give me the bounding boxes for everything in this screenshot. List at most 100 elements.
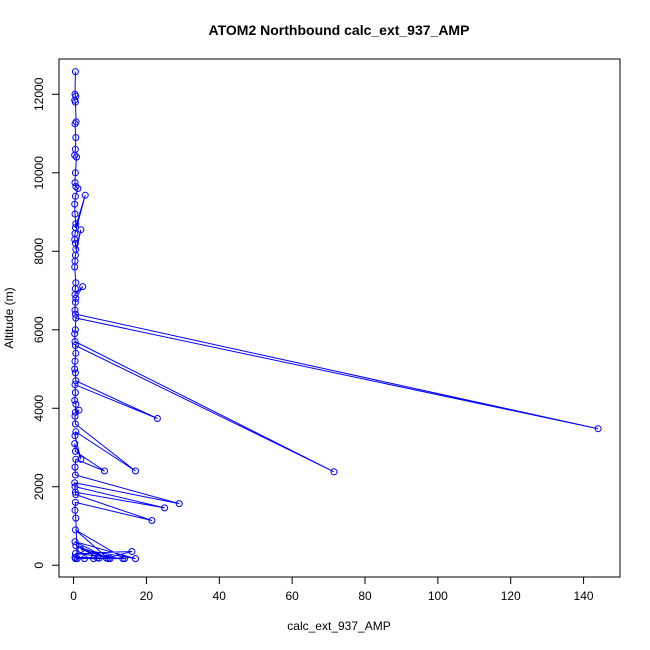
data-point xyxy=(71,98,79,106)
data-point xyxy=(72,455,80,463)
data-point xyxy=(77,455,85,463)
data-point xyxy=(71,179,79,187)
y-axis: 0 2000 4000 6000 8000 10000 12000 xyxy=(32,77,60,569)
x-tick-label: 120 xyxy=(501,589,521,603)
series-points xyxy=(71,68,602,563)
data-point xyxy=(101,467,108,475)
data-point xyxy=(71,447,79,455)
data-point xyxy=(161,504,169,512)
data-point xyxy=(71,506,79,514)
x-axis: 0 20 40 60 80 100 120 140 xyxy=(70,576,594,603)
series-line xyxy=(74,71,599,560)
data-point xyxy=(74,185,82,192)
y-tick-label: 2000 xyxy=(32,473,46,500)
data-point xyxy=(71,306,79,314)
data-point xyxy=(73,153,80,161)
data-point xyxy=(175,500,183,508)
y-tick-label: 12000 xyxy=(32,77,46,111)
data-point xyxy=(72,220,80,228)
data-point xyxy=(71,479,79,487)
data-point xyxy=(75,406,83,414)
data-point xyxy=(71,420,79,428)
data-point xyxy=(119,555,127,563)
data-point xyxy=(71,330,79,338)
x-tick-label: 80 xyxy=(358,589,372,603)
data-point xyxy=(79,283,87,291)
data-point xyxy=(81,555,88,563)
data-point xyxy=(71,291,79,298)
data-point xyxy=(71,526,79,534)
data-point xyxy=(71,151,79,159)
chart-title: ATOM2 Northbound calc_ext_937_AMP xyxy=(209,22,470,38)
data-point xyxy=(132,555,139,563)
data-point xyxy=(71,440,79,448)
data-point xyxy=(71,412,79,420)
data-point xyxy=(71,432,79,440)
y-tick-label: 10000 xyxy=(32,156,46,190)
data-point xyxy=(72,428,80,436)
y-tick-label: 8000 xyxy=(32,238,46,265)
x-tick-label: 20 xyxy=(140,589,154,603)
data-point xyxy=(71,365,79,373)
data-point xyxy=(71,120,79,128)
x-tick-label: 0 xyxy=(70,589,77,603)
data-point xyxy=(72,349,80,357)
x-tick-label: 100 xyxy=(428,589,448,603)
data-point xyxy=(72,294,80,302)
y-tick-label: 6000 xyxy=(32,316,46,343)
data-point xyxy=(72,377,80,385)
data-point xyxy=(71,369,79,377)
data-point xyxy=(71,236,79,243)
data-point xyxy=(102,554,110,562)
data-point xyxy=(77,226,85,234)
data-point xyxy=(71,381,79,389)
data-point xyxy=(81,191,89,199)
data-point xyxy=(106,555,114,563)
data-point xyxy=(128,548,136,555)
data-point xyxy=(148,517,156,524)
data-point xyxy=(72,542,80,550)
data-point xyxy=(594,425,602,433)
data-point xyxy=(71,550,79,557)
data-point xyxy=(71,471,79,479)
data-point xyxy=(71,326,79,334)
data-point xyxy=(71,192,79,200)
y-tick-label: 0 xyxy=(32,562,46,569)
data-point xyxy=(72,400,80,408)
data-point xyxy=(71,389,79,397)
data-point xyxy=(71,338,79,345)
x-axis-label: calc_ext_937_AMP xyxy=(287,619,390,633)
x-tick-label: 40 xyxy=(213,589,227,603)
x-tick-label: 60 xyxy=(285,589,299,603)
data-point xyxy=(71,396,79,404)
data-point xyxy=(72,514,80,522)
data-point xyxy=(71,68,79,76)
y-axis-label: Altitude (m) xyxy=(2,287,16,348)
data-point xyxy=(71,483,79,491)
data-point xyxy=(71,200,79,208)
data-point xyxy=(71,298,79,306)
data-point xyxy=(71,555,79,563)
data-point xyxy=(71,538,79,546)
data-point xyxy=(72,183,80,190)
data-point xyxy=(330,468,338,476)
data-point xyxy=(71,310,79,318)
data-point xyxy=(153,415,161,422)
data-point xyxy=(71,498,79,506)
data-point xyxy=(77,546,85,553)
data-point xyxy=(132,467,139,475)
data-point xyxy=(72,314,80,322)
x-tick-label: 140 xyxy=(574,589,594,603)
data-point xyxy=(72,134,80,141)
data-point xyxy=(72,491,80,499)
data-point xyxy=(71,408,79,416)
y-tick-label: 4000 xyxy=(32,395,46,422)
series-lines xyxy=(74,71,599,560)
data-point xyxy=(71,263,79,271)
data-point xyxy=(71,169,79,177)
data-point xyxy=(71,357,79,365)
data-point xyxy=(71,210,79,218)
data-point xyxy=(71,463,79,471)
data-point xyxy=(93,554,101,562)
